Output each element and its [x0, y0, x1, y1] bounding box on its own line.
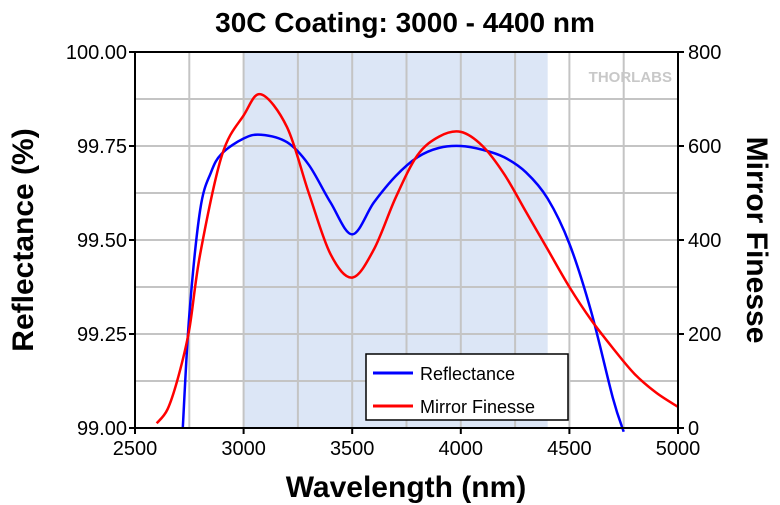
y-tick-label: 99.00 [77, 418, 127, 440]
watermark-logo: THORLABS [589, 69, 672, 86]
chart-title: 30C Coating: 3000 - 4400 nm [215, 7, 595, 38]
y-axis-label: Reflectance (%) [7, 128, 40, 351]
x-tick-label: 3500 [330, 438, 375, 460]
x-tick-label: 3000 [221, 438, 266, 460]
y-tick-label: 100.00 [66, 42, 127, 64]
x-tick-label: 4500 [547, 438, 592, 460]
y-tick-label: 99.25 [77, 324, 127, 346]
grid [135, 52, 678, 428]
y2-tick-label: 800 [688, 42, 721, 64]
y2-axis-label: Mirror Finesse [740, 137, 773, 344]
x-axis-label: Wavelength (nm) [286, 471, 527, 504]
y2-tick-label: 0 [688, 418, 699, 440]
y2-tick-label: 200 [688, 324, 721, 346]
x-tick-label: 5000 [656, 438, 701, 460]
y2-tick-label: 400 [688, 230, 721, 252]
series-line-reflectance [181, 133, 625, 433]
x-tick-label: 2500 [113, 438, 158, 460]
y2-tick-label: 600 [688, 136, 721, 158]
legend-label-reflectance: Reflectance [420, 364, 515, 384]
series-line-mirror-finesse [155, 92, 679, 425]
y-tick-label: 99.50 [77, 230, 127, 252]
y-tick-label: 99.75 [77, 136, 127, 158]
legend-label-finesse: Mirror Finesse [420, 397, 535, 417]
x-tick-label: 4000 [439, 438, 484, 460]
legend-box [365, 353, 569, 421]
legend: Reflectance Mirror Finesse [365, 353, 569, 421]
